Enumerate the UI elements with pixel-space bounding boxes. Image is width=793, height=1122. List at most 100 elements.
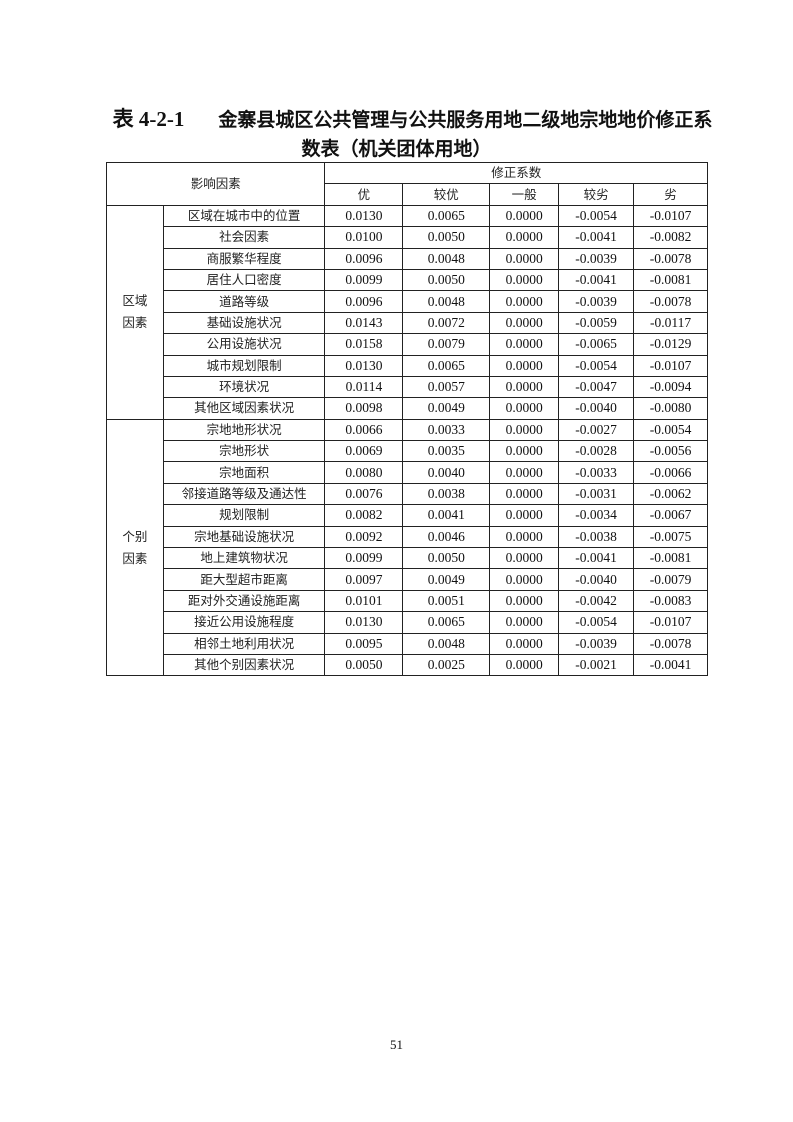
coefficient-cell: 0.0048 (402, 247, 491, 270)
coefficient-cell: 0.0000 (489, 226, 560, 249)
coefficient-cell: -0.0083 (633, 589, 708, 613)
coefficient-cell: 0.0000 (489, 568, 560, 591)
factor-name: 其他区域因素状况 (162, 397, 326, 420)
coefficient-cell: -0.0047 (558, 375, 635, 399)
table-row: 环境状况 0.0114 0.0057 0.0000 -0.0047 -0.0094 (107, 375, 708, 399)
coefficient-cell: 0.0000 (489, 311, 560, 335)
coefficient-cell: 0.0000 (489, 247, 560, 270)
coefficient-cell: 0.0000 (489, 418, 560, 442)
coefficient-cell: 0.0050 (402, 547, 491, 570)
coefficient-cell: 0.0000 (489, 204, 560, 228)
coefficient-cell: -0.0028 (558, 440, 635, 463)
level-header: 劣 (633, 183, 708, 206)
coefficient-cell: -0.0066 (633, 461, 708, 484)
coefficient-cell: 0.0000 (489, 290, 560, 313)
coefficient-cell: -0.0039 (558, 247, 635, 270)
factor-name: 接近公用设施程度 (162, 611, 326, 634)
coefficient-cell: -0.0078 (633, 290, 708, 313)
table-row: 规划限制 0.0082 0.0041 0.0000 -0.0034 -0.0067 (107, 504, 708, 527)
coefficient-cell: 0.0000 (489, 482, 560, 506)
coefficient-cell: 0.0080 (324, 461, 404, 484)
level-header: 一般 (489, 183, 560, 206)
coefficient-cell: 0.0000 (489, 547, 560, 570)
coefficient-cell: -0.0040 (558, 568, 635, 591)
table-row: 基础设施状况 0.0143 0.0072 0.0000 -0.0059 -0.0117 (107, 311, 708, 335)
coefficient-cell: -0.0038 (558, 525, 635, 549)
table-row: 宗地面积 0.0080 0.0040 0.0000 -0.0033 -0.0066 (107, 461, 708, 484)
coefficient-cell: 0.0143 (324, 311, 404, 335)
coefficient-cell: 0.0000 (489, 333, 560, 356)
coefficient-cell: -0.0078 (633, 247, 708, 270)
coefficient-cell: -0.0041 (633, 653, 708, 677)
coefficient-cell: 0.0065 (402, 204, 491, 228)
coefficient-header: 修正系数 (324, 161, 708, 185)
coefficient-cell: 0.0000 (489, 525, 560, 549)
coefficient-cell: -0.0107 (633, 204, 708, 228)
table-row: 社会因素 0.0100 0.0050 0.0000 -0.0041 -0.0082 (107, 226, 708, 249)
coefficient-cell: -0.0094 (633, 375, 708, 399)
table-row: 个别 因素 宗地地形状况 0.0066 0.0033 0.0000 -0.0027 -0.00… (106, 418, 708, 677)
coefficient-cell: -0.0041 (558, 268, 635, 292)
coefficient-cell: 0.0096 (324, 247, 404, 270)
coefficient-cell: 0.0050 (402, 226, 491, 249)
coefficient-cell: 0.0082 (324, 504, 404, 527)
table-title-line1: 金寨县城区公共管理与公共服务用地二级地宗地地价修正系 (218, 109, 713, 131)
coefficient-cell: 0.0050 (324, 653, 404, 677)
factor-header: 影响因素 (105, 162, 326, 206)
factor-name: 商服繁华程度 (162, 247, 326, 270)
coefficient-cell: 0.0130 (324, 611, 404, 634)
factor-name: 居住人口密度 (162, 268, 326, 292)
coefficient-cell: -0.0056 (633, 440, 708, 463)
coefficient-cell: 0.0000 (489, 504, 560, 527)
factor-name: 其他个别因素状况 (162, 653, 326, 677)
coefficient-cell: 0.0065 (402, 354, 491, 377)
table-row: 接近公用设施程度 0.0130 0.0065 0.0000 -0.0054 -0.0107 (107, 611, 708, 634)
coefficient-cell: 0.0050 (402, 268, 491, 292)
group-label: 区域 因素 (106, 204, 164, 420)
factor-name: 邻接道路等级及通达性 (162, 482, 326, 506)
factor-name: 相邻土地利用状况 (162, 632, 326, 655)
coefficient-cell: 0.0000 (489, 461, 560, 484)
coefficient-cell: 0.0000 (489, 632, 560, 655)
coefficient-cell: 0.0033 (402, 418, 491, 442)
table-row: 区域 因素 区域在城市中的位置 0.0130 0.0065 0.0000 -0.0054 -0… (106, 204, 708, 420)
level-header: 较劣 (558, 183, 635, 206)
level-header: 优 (324, 183, 404, 206)
coefficient-cell: 0.0098 (324, 397, 404, 420)
page-number: 51 (390, 1037, 403, 1052)
coefficient-cell: -0.0041 (558, 226, 635, 249)
table-row: 距大型超市距离 0.0097 0.0049 0.0000 -0.0040 -0.0079 (107, 568, 708, 591)
coefficient-cell: 0.0000 (489, 611, 560, 634)
factor-name: 道路等级 (162, 290, 326, 313)
coefficient-cell: 0.0130 (324, 354, 404, 377)
table-row: 居住人口密度 0.0099 0.0050 0.0000 -0.0041 -0.0081 (107, 268, 708, 292)
coefficient-cell: 0.0035 (402, 440, 491, 463)
coefficient-cell: 0.0079 (402, 333, 491, 356)
coefficient-cell: -0.0079 (633, 568, 708, 591)
coefficient-cell: 0.0097 (324, 568, 404, 591)
coefficient-cell: 0.0038 (402, 482, 491, 506)
factor-name: 规划限制 (162, 504, 326, 527)
coefficient-cell: -0.0129 (633, 333, 708, 356)
coefficient-cell: -0.0062 (633, 482, 708, 506)
group-label: 个别 因素 (106, 418, 164, 677)
coefficient-cell: 0.0000 (489, 375, 560, 399)
coefficient-cell: 0.0000 (489, 354, 560, 377)
coefficient-cell: 0.0000 (489, 440, 560, 463)
table-row: 商服繁华程度 0.0096 0.0048 0.0000 -0.0039 -0.0078 (107, 247, 708, 270)
coefficient-cell: -0.0078 (633, 632, 708, 655)
coefficient-cell: 0.0000 (489, 589, 560, 613)
coefficient-cell: -0.0034 (558, 504, 635, 527)
coefficient-cell: 0.0000 (489, 653, 560, 677)
coefficient-cell: 0.0000 (489, 268, 560, 292)
table-row: 相邻土地利用状况 0.0095 0.0048 0.0000 -0.0039 -0.0078 (107, 632, 708, 655)
coefficient-cell: 0.0000 (489, 397, 560, 420)
table-title-line2: 数表（机关团体用地） (301, 138, 492, 160)
coefficient-cell: -0.0040 (558, 397, 635, 420)
coefficient-cell: 0.0049 (402, 397, 491, 420)
coefficient-cell: -0.0107 (633, 354, 708, 377)
coefficient-cell: 0.0041 (402, 504, 491, 527)
coefficient-cell: -0.0039 (558, 632, 635, 655)
table-row: 城市规划限制 0.0130 0.0065 0.0000 -0.0054 -0.0107 (107, 354, 708, 377)
coefficient-cell: -0.0067 (633, 504, 708, 527)
